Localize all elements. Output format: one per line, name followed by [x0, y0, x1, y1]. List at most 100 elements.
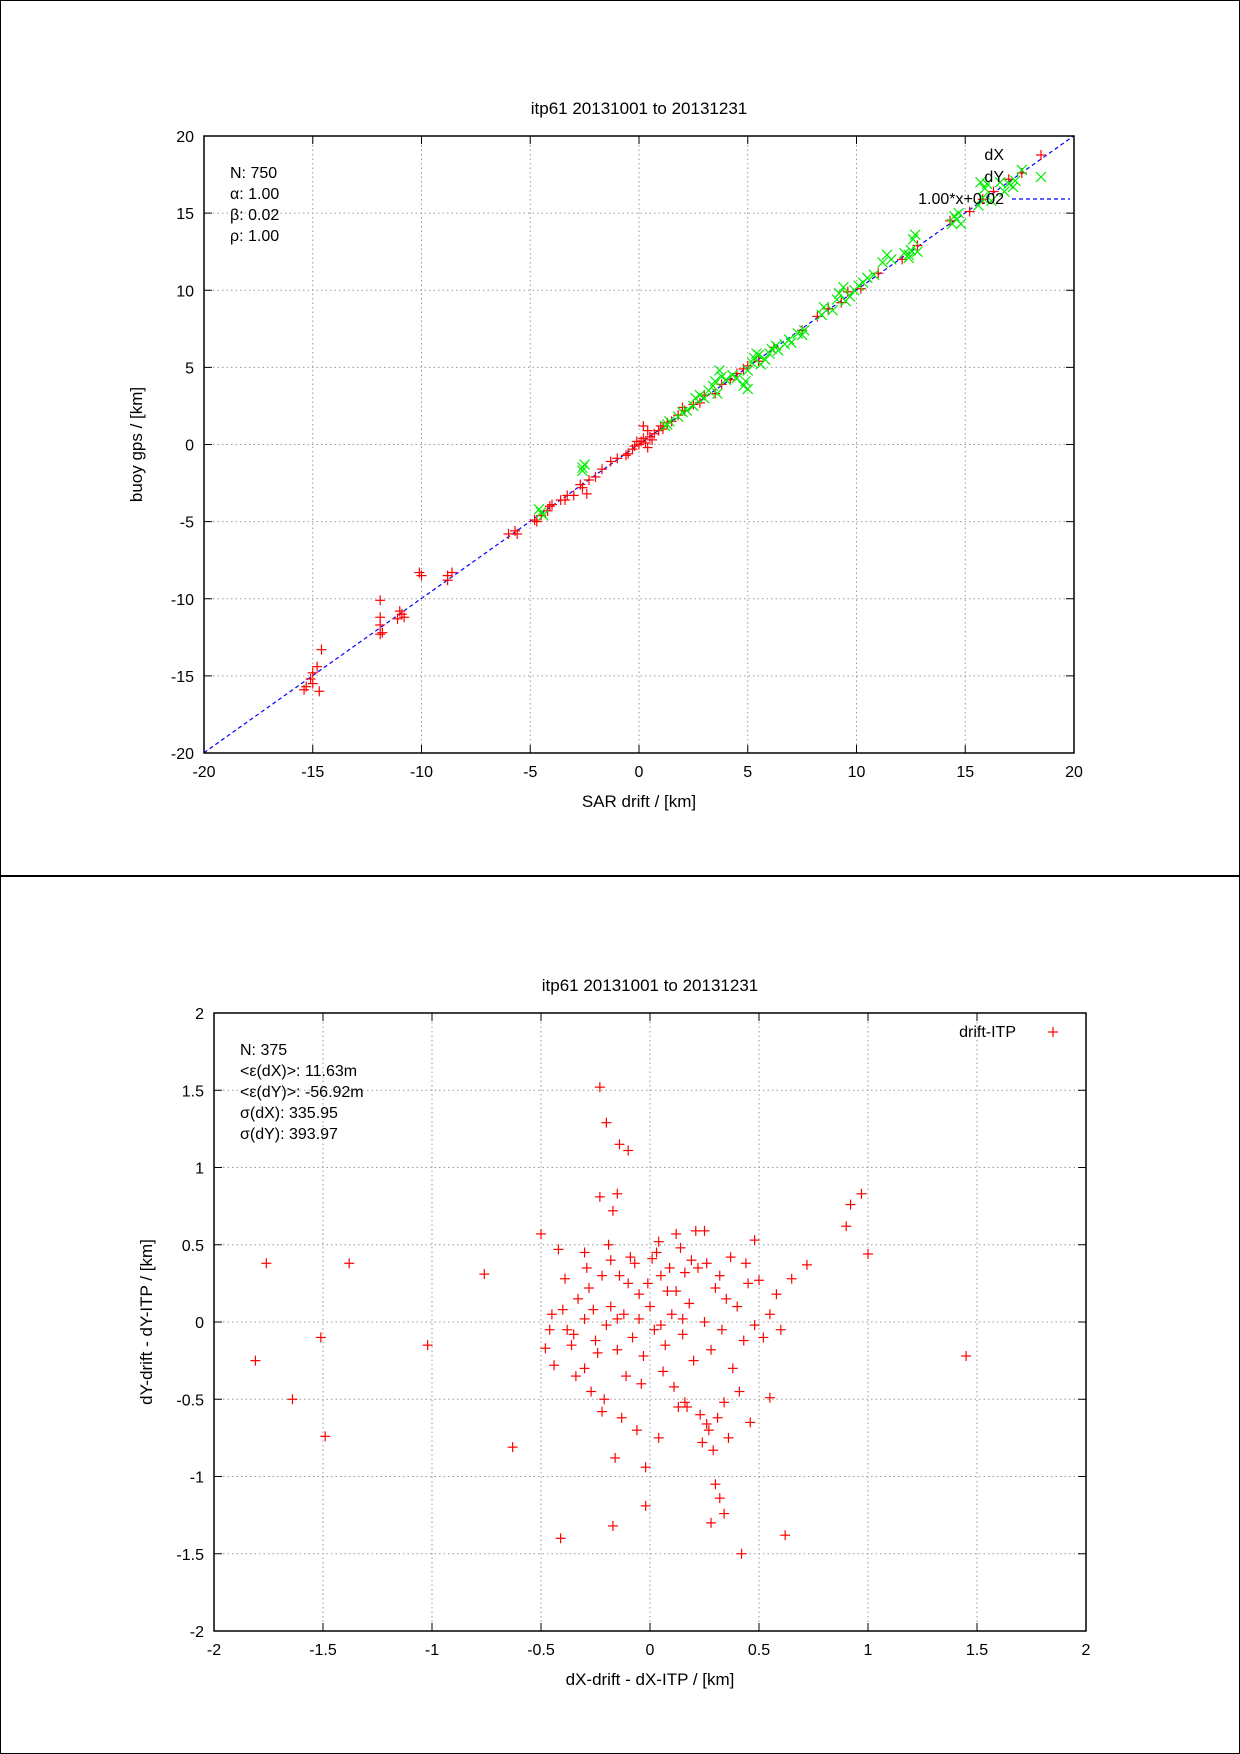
data-point-dx	[977, 194, 988, 205]
data-point-dy	[909, 229, 921, 241]
data-point-dy	[985, 195, 997, 207]
data-point-dx	[446, 567, 457, 578]
data-point-drift-itp	[664, 1262, 675, 1273]
data-point-dx	[653, 425, 664, 436]
data-point-drift-itp	[673, 1401, 684, 1412]
marker-stroke	[783, 334, 795, 346]
data-point-dy	[785, 337, 797, 349]
data-point-drift-itp	[592, 1347, 603, 1358]
data-point-drift-itp	[666, 1309, 677, 1320]
data-point-drift-itp	[629, 1258, 640, 1269]
marker-stroke	[885, 253, 897, 265]
data-point-drift-itp	[725, 1252, 736, 1263]
marker-stroke	[681, 405, 693, 416]
plot-frame	[213, 1012, 1087, 1632]
x-tick-label: -20	[192, 764, 215, 781]
marker-stroke	[709, 375, 721, 387]
marker-stroke	[975, 176, 986, 188]
x-tick-label: -1	[425, 1642, 439, 1659]
data-point-dx	[314, 686, 325, 697]
data-point-dy	[535, 506, 547, 518]
data-point-drift-itp	[640, 1500, 651, 1511]
stats-line: α: 1.00	[230, 186, 279, 203]
data-point-drift-itp	[655, 1320, 666, 1331]
x-tick-label: 10	[848, 764, 866, 781]
marker-stroke	[711, 388, 723, 400]
data-point-drift-itp	[573, 1293, 584, 1304]
data-point-dy	[838, 281, 849, 293]
marker-stroke	[698, 392, 710, 404]
data-point-drift-itp	[601, 1117, 612, 1128]
marker-stroke	[977, 192, 989, 204]
data-point-dy	[740, 375, 751, 387]
data-point-drift-itp	[570, 1371, 581, 1382]
data-point-dx	[375, 595, 386, 606]
data-point-drift-itp	[740, 1258, 751, 1269]
data-point-dx	[399, 612, 410, 623]
chart-title: itp61 20131001 to 20131231	[542, 976, 758, 995]
data-point-drift-itp	[706, 1517, 717, 1528]
data-point-drift-itp	[261, 1258, 272, 1269]
data-point-drift-itp	[594, 1191, 605, 1202]
data-point-drift-itp	[708, 1445, 719, 1456]
marker-stroke	[792, 328, 804, 339]
y-tick-label: 5	[185, 360, 194, 377]
data-point-drift-itp	[771, 1289, 782, 1300]
data-point-drift-itp	[625, 1252, 636, 1263]
data-point-drift-itp	[479, 1269, 490, 1280]
data-point-dx	[642, 442, 653, 453]
data-point-dy	[533, 503, 545, 515]
data-point-dy	[972, 199, 984, 211]
data-point-drift-itp	[645, 1301, 655, 1312]
stats-line: N: 750	[230, 165, 277, 182]
data-point-dy	[742, 383, 754, 395]
data-point-drift-itp	[732, 1301, 743, 1312]
marker-stroke	[720, 374, 732, 386]
data-point-drift-itp	[710, 1479, 721, 1490]
data-point-dx	[577, 482, 588, 493]
data-point-dy	[714, 365, 725, 376]
data-point-dx	[307, 678, 318, 689]
data-point-drift-itp	[863, 1249, 873, 1260]
data-point-dy	[1016, 164, 1028, 176]
data-point-drift-itp	[344, 1258, 355, 1269]
data-point-drift-itp	[536, 1228, 546, 1239]
data-point-dx	[512, 528, 523, 539]
data-point-dx	[988, 186, 999, 197]
y-tick-label: -1.5	[176, 1547, 204, 1564]
data-point-drift-itp	[653, 1432, 664, 1443]
data-point-dx	[316, 644, 327, 655]
data-point-drift-itp	[668, 1381, 679, 1392]
data-point-drift-itp	[557, 1304, 568, 1315]
data-point-drift-itp	[507, 1442, 518, 1453]
data-point-dx	[623, 448, 634, 459]
marker-stroke	[535, 506, 547, 518]
marker-stroke	[1009, 175, 1021, 187]
data-point-drift-itp	[250, 1355, 261, 1366]
marker-stroke	[994, 176, 1006, 188]
data-point-drift-itp	[688, 1355, 699, 1366]
data-point-drift-itp	[618, 1309, 629, 1320]
data-point-dx	[590, 471, 601, 482]
data-point-dy	[955, 218, 967, 230]
data-point-drift-itp	[671, 1228, 682, 1239]
x-axis-label: SAR drift / [km]	[582, 792, 696, 811]
marker-stroke	[985, 195, 997, 207]
marker-stroke	[816, 309, 828, 321]
marker-stroke	[533, 503, 545, 515]
data-point-drift-itp	[555, 1533, 566, 1544]
data-point-dx	[620, 450, 631, 461]
marker-stroke	[579, 459, 591, 470]
data-point-drift-itp	[658, 1366, 669, 1377]
y-tick-label: -5	[180, 515, 194, 532]
x-tick-label: 0	[646, 1642, 655, 1659]
data-point-drift-itp	[583, 1283, 594, 1294]
data-point-dx	[742, 360, 753, 371]
data-point-drift-itp	[749, 1235, 760, 1246]
data-point-drift-itp	[607, 1205, 618, 1216]
data-point-drift-itp	[651, 1247, 662, 1258]
data-point-drift-itp	[961, 1350, 972, 1361]
data-point-drift-itp	[612, 1188, 623, 1199]
data-point-dy	[833, 287, 845, 299]
marker-stroke	[972, 199, 984, 211]
